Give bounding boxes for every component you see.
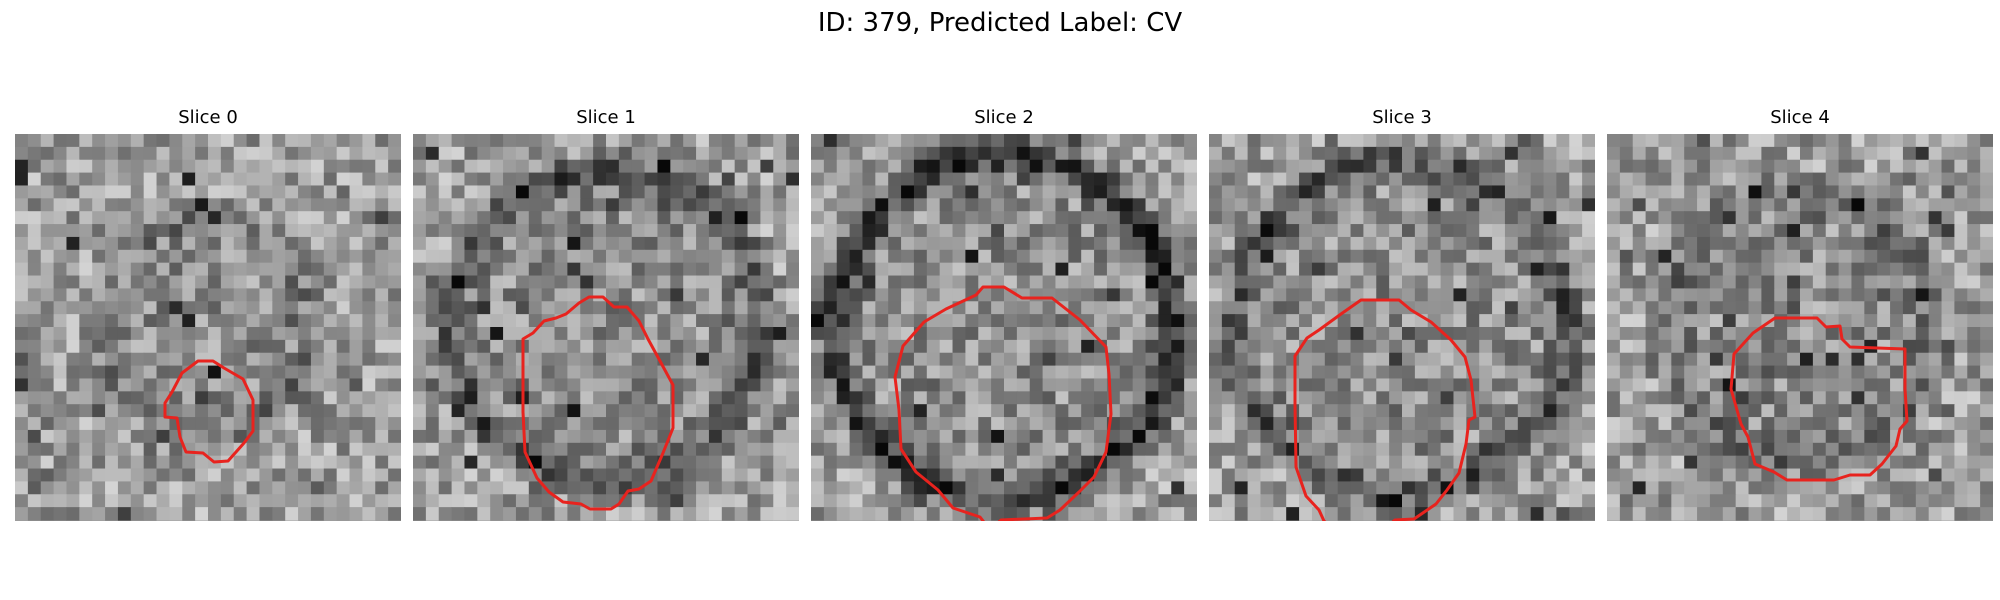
grayscale-pixels bbox=[811, 134, 1197, 521]
slice-image bbox=[811, 134, 1197, 521]
slice-panel: Slice 0 bbox=[15, 106, 401, 526]
slice-image bbox=[1209, 134, 1595, 521]
grayscale-pixels bbox=[1607, 134, 1993, 521]
slice-title: Slice 0 bbox=[15, 106, 401, 130]
slice-title: Slice 4 bbox=[1607, 106, 1993, 130]
slice-title: Slice 3 bbox=[1209, 106, 1595, 130]
grayscale-pixels bbox=[413, 134, 799, 521]
slice-image bbox=[413, 134, 799, 521]
slice-panel: Slice 1 bbox=[413, 106, 799, 526]
slice-image bbox=[1607, 134, 1993, 521]
slice-title: Slice 2 bbox=[811, 106, 1197, 130]
grayscale-pixels bbox=[15, 134, 401, 521]
slice-panel: Slice 3 bbox=[1209, 106, 1595, 526]
slice-title: Slice 1 bbox=[413, 106, 799, 130]
slice-panel: Slice 2 bbox=[811, 106, 1197, 526]
slice-panel: Slice 4 bbox=[1607, 106, 1993, 526]
grayscale-pixels bbox=[1209, 134, 1595, 521]
figure-title: ID: 379, Predicted Label: CV bbox=[0, 6, 2000, 40]
slice-image bbox=[15, 134, 401, 521]
